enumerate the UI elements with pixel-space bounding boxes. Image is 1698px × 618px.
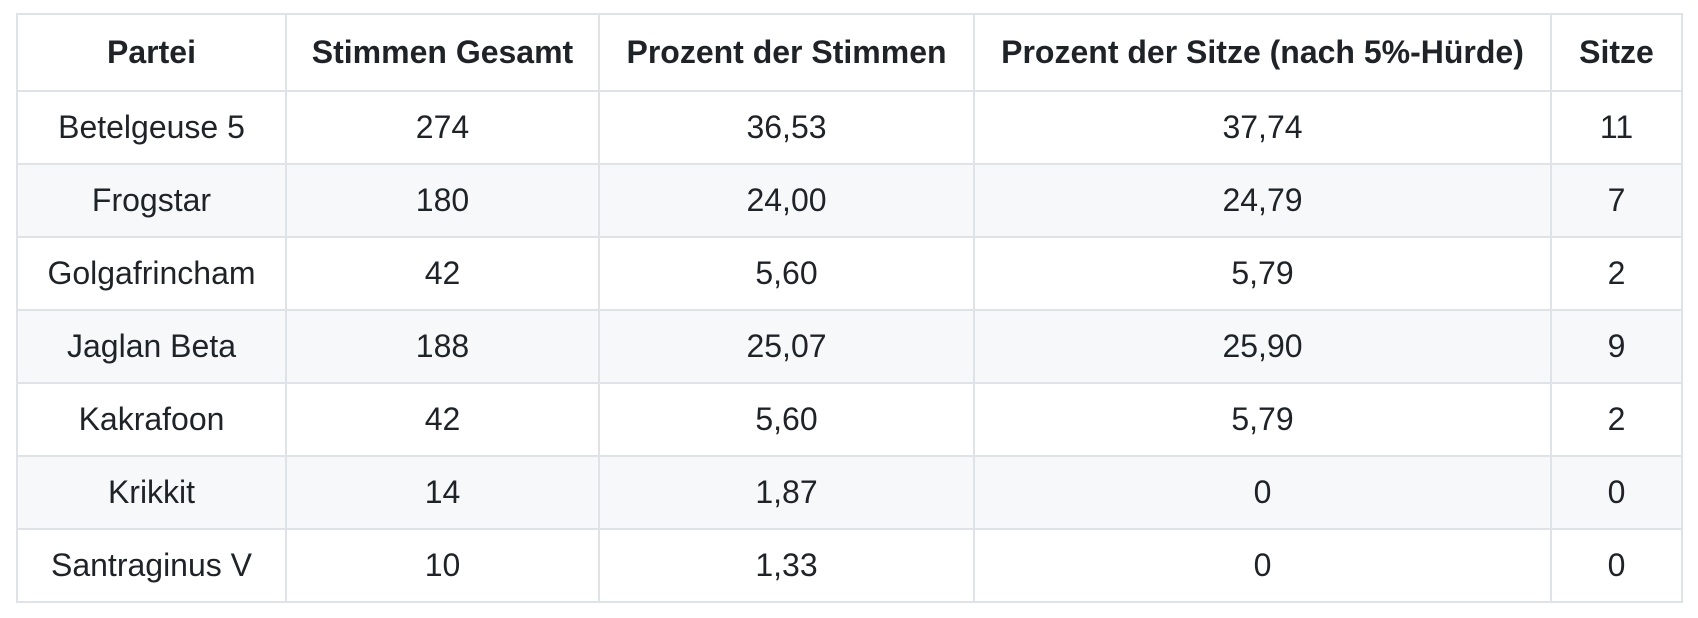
table-row-3: Jaglan Beta 188 25,07 25,90 9: [16, 309, 1683, 384]
cell-prozent-der-stimmen: 1,33: [598, 528, 975, 603]
cell-prozent-der-stimmen: 36,53: [598, 90, 975, 165]
cell-prozent-der-sitze: 0: [973, 528, 1552, 603]
table-row-2: Golgafrincham 42 5,60 5,79 2: [16, 236, 1683, 311]
table-row-0: Betelgeuse 5 274 36,53 37,74 11: [16, 90, 1683, 165]
cell-sitze: 7: [1550, 163, 1683, 238]
cell-prozent-der-sitze: 24,79: [973, 163, 1552, 238]
table-header-row: Partei Stimmen Gesamt Prozent der Stimmen P…: [16, 13, 1683, 92]
cell-partei: Golgafrincham: [16, 236, 287, 311]
cell-partei: Krikkit: [16, 455, 287, 530]
cell-prozent-der-stimmen: 5,60: [598, 236, 975, 311]
cell-sitze: 9: [1550, 309, 1683, 384]
table-row-1: Frogstar 180 24,00 24,79 7: [16, 163, 1683, 238]
cell-sitze: 2: [1550, 236, 1683, 311]
table-row-4: Kakrafoon 42 5,60 5,79 2: [16, 382, 1683, 457]
cell-prozent-der-sitze: 5,79: [973, 236, 1552, 311]
cell-sitze: 11: [1550, 90, 1683, 165]
cell-stimmen-gesamt: 42: [285, 382, 600, 457]
election-results-table: Partei Stimmen Gesamt Prozent der Stimmen P…: [16, 13, 1683, 603]
table-body: Betelgeuse 5 274 36,53 37,74 11 Frogstar 180 24…: [16, 90, 1683, 603]
cell-stimmen-gesamt: 180: [285, 163, 600, 238]
cell-prozent-der-sitze: 25,90: [973, 309, 1552, 384]
cell-partei: Santraginus V: [16, 528, 287, 603]
table-container: Partei Stimmen Gesamt Prozent der Stimmen P…: [16, 13, 1683, 603]
cell-prozent-der-stimmen: 1,87: [598, 455, 975, 530]
cell-stimmen-gesamt: 274: [285, 90, 600, 165]
cell-partei: Frogstar: [16, 163, 287, 238]
column-header-partei: Partei: [16, 13, 287, 92]
column-header-stimmen-gesamt: Stimmen Gesamt: [285, 13, 600, 92]
table-row-5: Krikkit 14 1,87 0 0: [16, 455, 1683, 530]
cell-prozent-der-sitze: 0: [973, 455, 1552, 530]
cell-sitze: 0: [1550, 455, 1683, 530]
cell-prozent-der-stimmen: 5,60: [598, 382, 975, 457]
cell-prozent-der-sitze: 5,79: [973, 382, 1552, 457]
cell-partei: Kakrafoon: [16, 382, 287, 457]
cell-stimmen-gesamt: 14: [285, 455, 600, 530]
cell-prozent-der-sitze: 37,74: [973, 90, 1552, 165]
table-row-6: Santraginus V 10 1,33 0 0: [16, 528, 1683, 603]
cell-prozent-der-stimmen: 24,00: [598, 163, 975, 238]
cell-sitze: 2: [1550, 382, 1683, 457]
cell-prozent-der-stimmen: 25,07: [598, 309, 975, 384]
cell-stimmen-gesamt: 42: [285, 236, 600, 311]
column-header-sitze: Sitze: [1550, 13, 1683, 92]
cell-partei: Jaglan Beta: [16, 309, 287, 384]
cell-stimmen-gesamt: 188: [285, 309, 600, 384]
cell-stimmen-gesamt: 10: [285, 528, 600, 603]
cell-sitze: 0: [1550, 528, 1683, 603]
column-header-prozent-der-stimmen: Prozent der Stimmen: [598, 13, 975, 92]
column-header-prozent-der-sitze: Prozent der Sitze (nach 5%-Hürde): [973, 13, 1552, 92]
table-head: Partei Stimmen Gesamt Prozent der Stimmen P…: [16, 13, 1683, 92]
cell-partei: Betelgeuse 5: [16, 90, 287, 165]
